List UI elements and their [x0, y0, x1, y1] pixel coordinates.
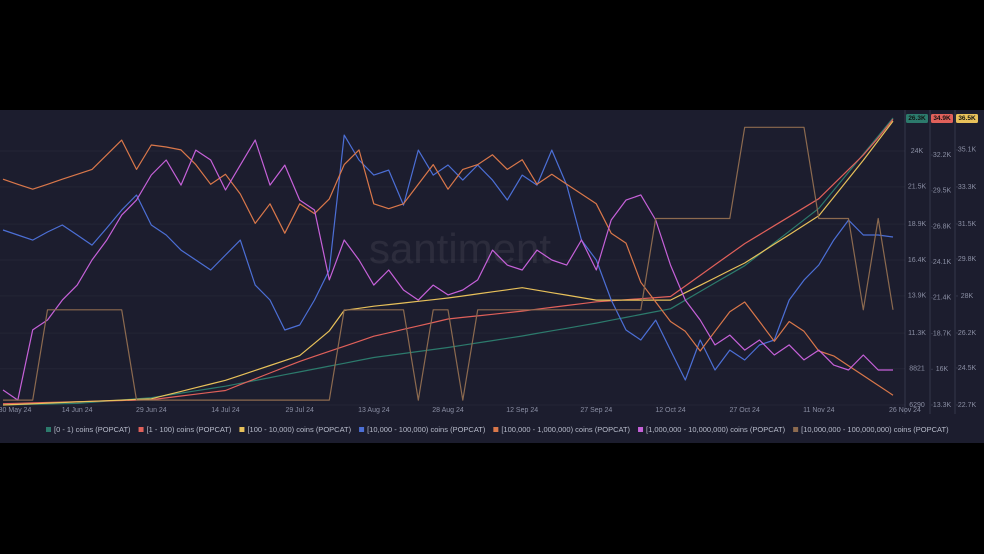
- y-tick-label: 11.3K: [908, 330, 926, 337]
- x-tick-label: 28 Aug 24: [432, 407, 464, 414]
- x-tick-label: 12 Oct 24: [655, 407, 685, 414]
- legend-swatch: [359, 427, 365, 432]
- y-tick-label: 26.2K: [958, 330, 977, 337]
- legend-swatch: [138, 427, 144, 432]
- legend-label: [1 - 100) coins (POPCAT): [147, 425, 232, 434]
- x-tick-label: 14 Jun 24: [62, 407, 93, 414]
- y-tick-label: 33.3K: [958, 184, 977, 191]
- y-tick-label: 16.4K: [908, 257, 927, 264]
- x-tick-label: 11 Nov 24: [803, 407, 834, 414]
- x-tick-label: 12 Sep 24: [506, 407, 538, 414]
- y-tick-label: 29.8K: [958, 256, 977, 263]
- x-tick-label: 30 May 24: [0, 407, 31, 414]
- y-tick-label: 26.8K: [933, 223, 952, 230]
- legend-label: [100,000 - 1,000,000) coins (POPCAT): [501, 425, 630, 434]
- y-tick-label: 24.5K: [958, 365, 977, 372]
- legend-swatch: [493, 427, 499, 432]
- y-tick-label: 21.5K: [908, 184, 927, 191]
- series-line: [2, 139, 893, 401]
- watermark: santiment: [369, 225, 551, 272]
- current-value-badge: [906, 114, 928, 123]
- legend-swatch: [793, 427, 799, 432]
- legend-swatch: [239, 427, 245, 432]
- current-value-badge: [956, 114, 978, 123]
- x-tick-label: 13 Aug 24: [358, 407, 390, 414]
- y-tick-label: 6290: [909, 402, 925, 409]
- x-tick-label: 27 Sep 24: [580, 407, 612, 414]
- legend-label: [100 - 10,000) coins (POPCAT): [247, 425, 351, 434]
- series-line: [2, 120, 894, 406]
- x-tick-label: 29 Jul 24: [285, 407, 314, 414]
- legend: [0 - 1) coins (POPCAT) [1 - 100) coins (P…: [46, 425, 949, 434]
- x-tick-label: 14 Jul 24: [211, 407, 240, 414]
- x-tick-label: 27 Oct 24: [729, 407, 759, 414]
- series-line: [2, 139, 894, 396]
- y-tick-label: 18.7K: [933, 330, 952, 337]
- series-line: [2, 134, 894, 381]
- y-tick-label: 21.4K: [933, 295, 952, 302]
- y-tick-label: 13.3K: [933, 402, 952, 409]
- y-tick-label: 31.5K: [958, 221, 977, 228]
- y-tick-label: 22.7K: [958, 402, 977, 409]
- y-tick-label: 28K: [961, 293, 974, 300]
- x-tick-label: 29 Jun 24: [136, 407, 167, 414]
- current-value-badge: [931, 114, 953, 123]
- series-line: [3, 126, 894, 401]
- y-tick-label: 24.1K: [933, 259, 952, 266]
- y-tick-label: 35.1K: [958, 147, 977, 154]
- y-tick-label: 13.9K: [908, 293, 927, 300]
- series-line: [2, 117, 894, 406]
- y-tick-label: 32.2K: [933, 152, 952, 159]
- current-value-label: 26.3K: [908, 115, 926, 122]
- current-value-label: 34.9K: [933, 115, 951, 122]
- y-tick-label: 18.9K: [908, 221, 927, 228]
- legend-label: [10,000,000 - 100,000,000) coins (POPCAT…: [801, 425, 949, 434]
- legend-swatch: [638, 427, 644, 432]
- x-tick-label: 26 Nov 24: [889, 407, 921, 414]
- y-tick-label: 29.5K: [933, 188, 952, 195]
- y-tick-label: 8821: [909, 366, 925, 373]
- legend-label: [1,000,000 - 10,000,000) coins (POPCAT): [646, 425, 786, 434]
- chart-panel: [0, 110, 984, 443]
- legend-swatch: [46, 427, 51, 432]
- legend-label: [0 - 1) coins (POPCAT): [54, 425, 131, 434]
- y-tick-label: 24K: [911, 148, 924, 155]
- y-tick-label: 16K: [936, 366, 949, 373]
- legend-label: [10,000 - 100,000) coins (POPCAT): [367, 425, 486, 434]
- current-value-label: 36.5K: [958, 115, 976, 122]
